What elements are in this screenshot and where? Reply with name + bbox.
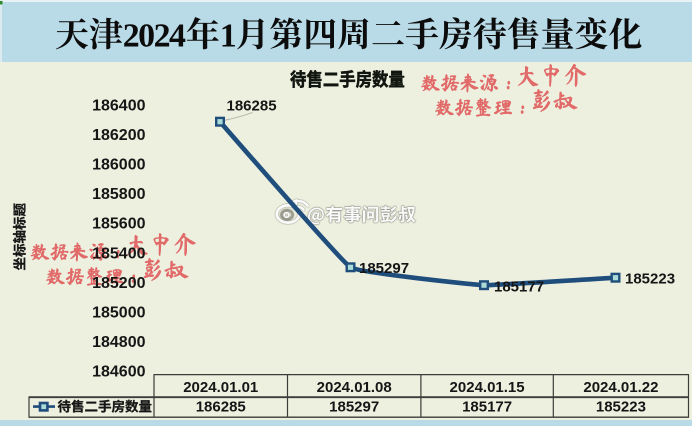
svg-text:185600: 185600 bbox=[92, 216, 145, 233]
svg-text:185223: 185223 bbox=[625, 271, 675, 288]
svg-text:185000: 185000 bbox=[92, 304, 145, 321]
svg-text:186000: 186000 bbox=[92, 157, 145, 174]
svg-text:2024.01.08: 2024.01.08 bbox=[317, 379, 392, 396]
svg-text:2024.01.22: 2024.01.22 bbox=[583, 379, 658, 396]
svg-text:185297: 185297 bbox=[359, 260, 409, 277]
svg-text:186200: 186200 bbox=[92, 127, 145, 144]
svg-text:186400: 186400 bbox=[92, 98, 145, 115]
svg-text:185297: 185297 bbox=[329, 399, 379, 416]
svg-text:2024.01.15: 2024.01.15 bbox=[450, 379, 525, 396]
svg-text:185800: 185800 bbox=[92, 186, 145, 203]
svg-text:1: 1 bbox=[220, 17, 237, 54]
svg-text:2024.01.01: 2024.01.01 bbox=[183, 379, 258, 396]
svg-text:185400: 185400 bbox=[92, 245, 145, 262]
svg-text:184800: 184800 bbox=[92, 334, 145, 351]
svg-text:185200: 185200 bbox=[92, 275, 145, 292]
svg-text:184600: 184600 bbox=[92, 363, 145, 380]
svg-text:186285: 186285 bbox=[227, 97, 277, 114]
svg-text:185223: 185223 bbox=[596, 399, 646, 416]
svg-text:185177: 185177 bbox=[462, 399, 512, 416]
svg-text:185177: 185177 bbox=[494, 278, 544, 295]
svg-text:186285: 186285 bbox=[196, 399, 246, 416]
svg-text:2024: 2024 bbox=[123, 17, 186, 54]
